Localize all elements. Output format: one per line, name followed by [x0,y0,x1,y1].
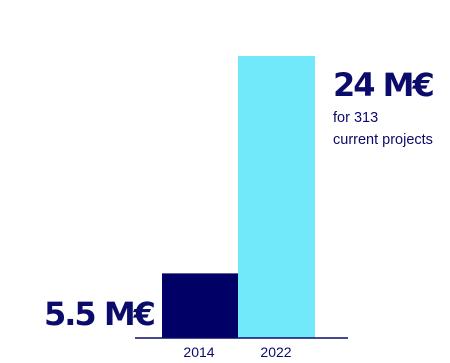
note-2022-line-1: for 313 [333,110,378,126]
note-2022-line-2: current projects [333,132,433,148]
x-tick-label-2022: 2022 [260,344,291,360]
bar-2022 [238,56,315,338]
value-label-2014: 5.5 M€ [44,295,155,333]
x-tick-label-2014: 2014 [183,344,214,360]
bars-group [162,56,315,338]
bar-2014 [162,273,239,338]
value-label-2022: 24 M€ [333,66,434,104]
